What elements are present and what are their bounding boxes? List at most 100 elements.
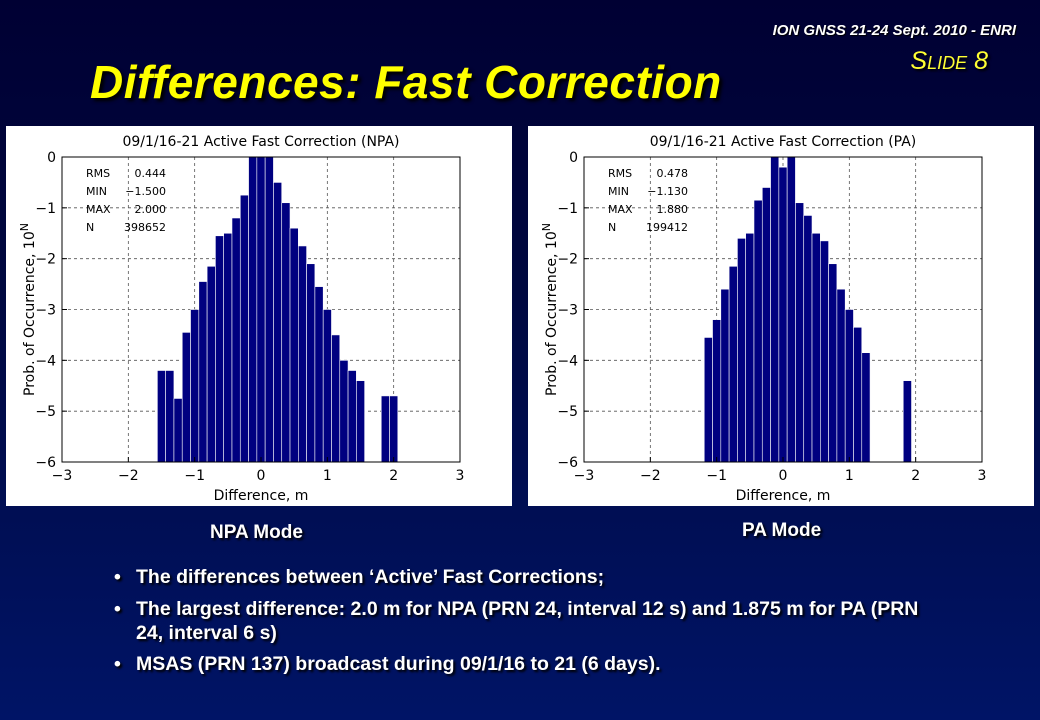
histogram-bar [778,166,788,463]
histogram-bar [820,240,829,463]
histogram-bar [861,352,871,463]
y-axis-label-superscript: N [540,223,553,231]
stat-label: RMS [86,167,110,180]
y-tick-label: −3 [35,303,56,319]
npa-chart-panel: 09/1/16-21 Active Fast Correction (NPA) −… [6,126,512,506]
x-tick-label: −1 [184,468,205,484]
stat-value: 199412 [646,221,688,234]
histogram-bar [231,217,241,463]
histogram-bar [761,187,771,463]
histogram-bar [720,288,730,463]
histogram-bar [836,288,846,463]
y-tick-label: −6 [557,455,578,471]
slide-title: Differences: Fast Correction [90,56,722,108]
histogram-bar [198,281,208,463]
y-tick-label: 0 [47,150,56,166]
y-tick-label: −3 [557,303,578,319]
histogram-bar [157,370,166,463]
x-tick-label: 3 [978,468,987,484]
histogram-bar [314,286,324,463]
bullet-item: MSAS (PRN 137) broadcast during 09/1/16 … [110,653,950,677]
npa-mode-caption: NPA Mode [210,522,303,543]
stat-label: MIN [608,185,629,198]
stat-value: 1.880 [657,203,689,216]
stat-label: N [86,221,94,234]
y-tick-label: −2 [35,252,56,268]
pa-histogram-chart: 09/1/16-21 Active Fast Correction (PA) −3… [540,134,987,504]
histogram-bar [902,380,912,463]
histogram-bar [389,395,399,463]
x-axis-label: Difference, m [214,488,309,504]
histogram-bar [770,156,780,463]
histogram-bar [803,215,813,463]
stat-value: 0.478 [657,167,689,180]
x-tick-label: −1 [706,468,727,484]
slide-prefix-initial: S [910,47,928,75]
stat-label: N [608,221,616,234]
slide-number: SLIDE 8 [910,47,988,76]
x-tick-label: −2 [118,468,139,484]
y-axis-label: Prob. of Occurrence, 10N [540,223,560,396]
pa-mode-caption: PA Mode [742,520,822,541]
histogram-bar [256,156,266,463]
histogram-bar [223,232,233,463]
histogram-bar [331,334,341,463]
y-tick-label: 0 [569,150,578,166]
y-tick-label: −4 [557,353,578,369]
x-tick-label: 0 [779,468,788,484]
histogram-bar [380,395,390,463]
bullet-list: The differences between ‘Active’ Fast Co… [110,566,950,685]
x-tick-label: 2 [911,468,920,484]
conference-label: ION GNSS 21-24 Sept. 2010 - ENRI [772,22,1016,39]
x-axis-label: Difference, m [736,488,831,504]
histogram-bar [728,265,738,463]
histogram-bar [173,398,183,463]
histogram-bar [264,156,274,463]
stat-label: MAX [86,203,111,216]
histogram-bar [215,235,224,463]
histogram-bar [281,202,291,463]
x-tick-label: −2 [640,468,661,484]
y-tick-label: −5 [35,404,56,420]
histogram-bar [828,263,838,463]
y-tick-label: −1 [557,201,578,217]
bullet-item: The differences between ‘Active’ Fast Co… [110,566,950,590]
histogram-bar [737,238,746,463]
histogram-bar [712,319,722,463]
histogram-bar [181,332,191,463]
stat-label: MAX [608,203,633,216]
histogram-bar [844,309,854,463]
histogram-bar [356,380,365,463]
histogram-bar [248,156,258,463]
histogram-bar [206,265,216,463]
chart-title: 09/1/16-21 Active Fast Correction (NPA) [122,134,399,150]
chart-title: 09/1/16-21 Active Fast Correction (PA) [650,134,917,150]
x-tick-label: 1 [323,468,332,484]
histogram-bar [322,309,332,463]
y-axis-label-superscript: N [18,223,31,231]
stat-label: RMS [608,167,632,180]
histogram-bar [786,156,796,463]
x-tick-label: −3 [52,468,73,484]
histogram-bar [745,232,755,463]
histogram-bar [298,245,307,463]
slide-prefix-rest: LIDE [927,53,968,73]
histogram-bar [347,370,357,463]
stat-value: 2.000 [135,203,167,216]
stat-label: MIN [86,185,107,198]
x-tick-label: 0 [257,468,266,484]
bullet-item: The largest difference: 2.0 m for NPA (P… [110,598,950,646]
histogram-bar [811,232,821,463]
stat-value: 398652 [124,221,166,234]
x-tick-label: −3 [574,468,595,484]
histogram-bar [273,182,283,463]
slide-number-value: 8 [974,47,988,75]
histogram-bar [165,370,175,463]
histogram-bar [853,326,863,463]
y-tick-label: −2 [557,252,578,268]
stat-value: 0.444 [135,167,167,180]
x-tick-label: 1 [845,468,854,484]
y-tick-label: −5 [557,404,578,420]
y-tick-label: −4 [35,353,56,369]
y-tick-label: −6 [35,455,56,471]
